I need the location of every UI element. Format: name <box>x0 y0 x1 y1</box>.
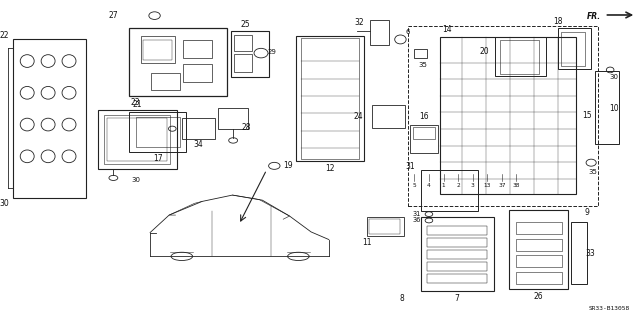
Text: 1: 1 <box>442 183 445 188</box>
Text: 3: 3 <box>471 183 474 188</box>
Bar <box>414 49 427 58</box>
Text: 11: 11 <box>362 238 372 247</box>
Bar <box>369 219 400 234</box>
Text: 4: 4 <box>427 183 431 188</box>
Bar <box>129 112 186 152</box>
Bar <box>571 222 588 284</box>
Bar <box>500 41 539 74</box>
Text: 24: 24 <box>353 112 363 121</box>
Bar <box>230 31 269 77</box>
Text: 15: 15 <box>582 111 592 120</box>
Text: 16: 16 <box>419 112 429 121</box>
Bar <box>509 210 568 289</box>
Bar <box>516 272 562 284</box>
Bar <box>183 64 212 82</box>
Bar <box>558 28 591 69</box>
Bar <box>183 41 212 58</box>
Text: 7: 7 <box>454 294 460 303</box>
Text: FR.: FR. <box>587 12 602 21</box>
Bar <box>182 118 215 139</box>
Text: 35: 35 <box>588 168 597 174</box>
Text: 18: 18 <box>554 17 563 26</box>
Text: 26: 26 <box>534 292 543 301</box>
Bar <box>516 256 562 268</box>
Bar <box>516 239 562 251</box>
Bar <box>234 54 252 72</box>
Bar <box>97 110 177 169</box>
Bar <box>129 28 227 96</box>
Text: 8: 8 <box>399 294 404 303</box>
Text: SR33-B13058: SR33-B13058 <box>589 306 630 311</box>
Text: 9: 9 <box>584 208 589 217</box>
Text: 30: 30 <box>0 199 9 208</box>
Bar <box>495 37 546 76</box>
Text: 25: 25 <box>241 20 250 29</box>
Text: 33: 33 <box>585 249 595 258</box>
Text: 31: 31 <box>405 162 415 171</box>
Text: 38: 38 <box>513 183 520 188</box>
Text: 29: 29 <box>268 48 276 55</box>
Bar <box>296 36 364 161</box>
Text: 5: 5 <box>413 183 416 188</box>
Text: 13: 13 <box>484 183 491 188</box>
Text: 20: 20 <box>479 47 489 56</box>
Bar <box>427 238 487 247</box>
Text: 30: 30 <box>609 74 618 80</box>
Bar <box>595 71 619 144</box>
Text: 28: 28 <box>242 123 251 132</box>
Bar <box>367 217 404 236</box>
Bar <box>408 26 598 205</box>
Bar <box>13 39 86 197</box>
Text: 37: 37 <box>498 183 506 188</box>
Text: 23: 23 <box>131 99 140 108</box>
Bar <box>104 115 170 164</box>
Text: 27: 27 <box>109 11 118 20</box>
Bar <box>413 127 435 139</box>
Text: 22: 22 <box>0 31 9 40</box>
Text: 32: 32 <box>355 19 364 27</box>
Text: 6: 6 <box>405 29 410 35</box>
Bar <box>561 32 586 66</box>
Bar <box>427 250 487 259</box>
Text: 21: 21 <box>132 100 142 109</box>
Bar <box>427 263 487 271</box>
Bar <box>141 36 175 63</box>
Text: 35: 35 <box>418 62 427 68</box>
Bar <box>301 38 359 159</box>
Bar <box>427 274 487 283</box>
Bar <box>372 105 405 128</box>
Text: 14: 14 <box>442 25 452 34</box>
Bar <box>107 118 167 161</box>
Text: 2: 2 <box>456 183 460 188</box>
Text: 34: 34 <box>193 140 203 149</box>
Text: 31: 31 <box>412 211 420 217</box>
Bar <box>152 73 180 90</box>
Bar <box>440 37 576 195</box>
Bar <box>516 222 562 234</box>
Bar <box>427 226 487 235</box>
Text: 12: 12 <box>325 164 335 173</box>
Text: 30: 30 <box>131 177 140 183</box>
Bar <box>234 35 252 50</box>
Bar <box>420 217 493 291</box>
Text: 10: 10 <box>609 104 619 113</box>
Text: 17: 17 <box>153 154 163 163</box>
Bar <box>420 170 477 211</box>
Bar <box>143 40 172 60</box>
Text: 36: 36 <box>412 218 420 224</box>
Bar <box>410 124 438 153</box>
Text: 19: 19 <box>283 161 292 170</box>
Bar <box>136 117 180 147</box>
Bar <box>218 108 248 129</box>
Bar <box>370 20 389 45</box>
